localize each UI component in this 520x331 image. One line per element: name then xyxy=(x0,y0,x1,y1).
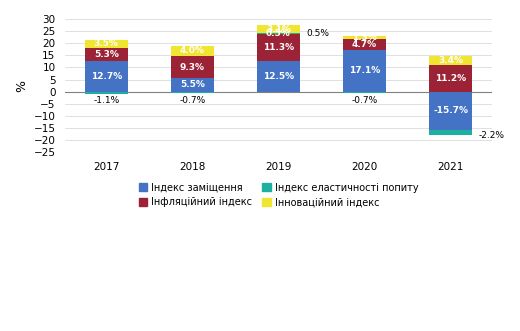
Text: 5.3%: 5.3% xyxy=(94,50,119,59)
Text: 11.2%: 11.2% xyxy=(435,73,466,83)
Bar xyxy=(85,61,128,92)
Bar xyxy=(429,56,472,65)
Bar xyxy=(429,65,472,92)
Text: 0.5%: 0.5% xyxy=(266,29,291,38)
Text: 4.0%: 4.0% xyxy=(180,46,205,56)
Bar xyxy=(171,78,214,92)
Bar xyxy=(85,40,128,48)
Bar xyxy=(343,92,386,93)
Bar xyxy=(343,36,386,39)
Text: 4.7%: 4.7% xyxy=(352,40,377,49)
Bar xyxy=(343,39,386,50)
Text: -0.7%: -0.7% xyxy=(352,96,378,105)
Bar xyxy=(257,34,300,61)
Text: 3.5%: 3.5% xyxy=(94,39,119,48)
Text: 3.4%: 3.4% xyxy=(438,56,463,65)
Text: 11.3%: 11.3% xyxy=(263,43,294,52)
Bar xyxy=(429,92,472,130)
Text: 5.5%: 5.5% xyxy=(180,80,205,89)
Y-axis label: %: % xyxy=(15,79,28,92)
Bar xyxy=(171,56,214,78)
Bar xyxy=(171,46,214,56)
Bar xyxy=(171,92,214,93)
Bar xyxy=(85,48,128,61)
Bar xyxy=(257,61,300,92)
Text: 17.1%: 17.1% xyxy=(349,67,380,75)
Text: 9.3%: 9.3% xyxy=(180,63,205,71)
Text: -2.2%: -2.2% xyxy=(478,131,504,140)
Bar xyxy=(85,92,128,94)
Bar xyxy=(257,25,300,33)
Text: -15.7%: -15.7% xyxy=(433,106,468,115)
Text: -0.7%: -0.7% xyxy=(179,96,205,105)
Text: -1.1%: -1.1% xyxy=(93,96,119,105)
Text: 12.7%: 12.7% xyxy=(90,72,122,81)
Text: 3.1%: 3.1% xyxy=(266,24,291,33)
Bar xyxy=(343,50,386,92)
Bar xyxy=(257,33,300,34)
Bar xyxy=(429,130,472,135)
Text: 0.5%: 0.5% xyxy=(306,29,329,38)
Text: 12.5%: 12.5% xyxy=(263,72,294,81)
Legend: Індекс заміщення, Інфляційний індекс, Індекс еластичності попиту, Інноваційний і: Індекс заміщення, Інфляційний індекс, Ін… xyxy=(135,179,422,211)
Text: 1.3%: 1.3% xyxy=(352,33,377,42)
